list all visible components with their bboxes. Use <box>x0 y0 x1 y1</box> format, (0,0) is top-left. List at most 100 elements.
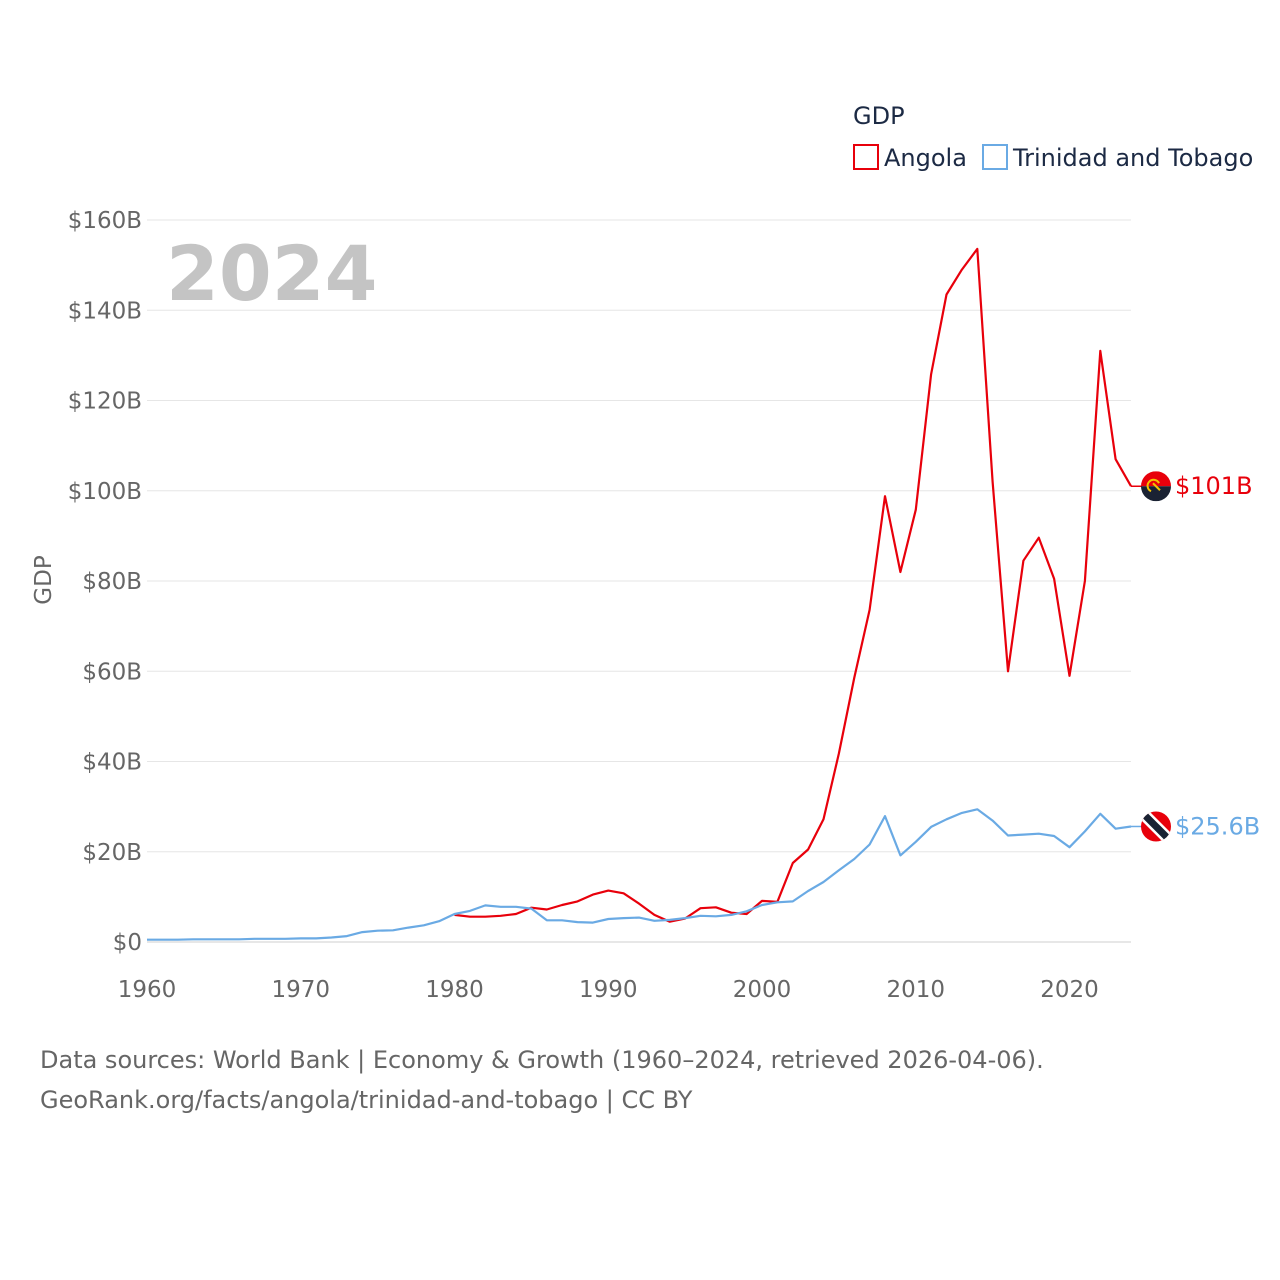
x-tick-label-2010: 2010 <box>886 977 945 1003</box>
point-angola-1993 <box>652 913 656 917</box>
y-tick-label-160b: $160B <box>68 208 142 234</box>
legend-swatch-trinidad-and-tobago <box>982 144 1008 170</box>
point-trinidad-and-tobago-2019 <box>1052 834 1056 838</box>
gdp-line-chart: GDP Angola Trinidad and Tobago $0 $20B $40… <box>31 102 1260 1003</box>
legend-swatch-angola <box>853 144 879 170</box>
point-trinidad-and-tobago-2001 <box>775 900 779 904</box>
point-trinidad-and-tobago-2017 <box>1021 833 1025 837</box>
point-angola-1988 <box>576 899 580 903</box>
point-trinidad-and-tobago-1985 <box>529 907 533 911</box>
point-trinidad-and-tobago-1966 <box>237 937 241 941</box>
y-tick-label-40b: $40B <box>82 750 142 776</box>
x-tick-label-1990: 1990 <box>579 977 638 1003</box>
point-trinidad-and-tobago-2004 <box>822 880 826 884</box>
point-trinidad-and-tobago-1971 <box>314 936 318 940</box>
x-axis-ticks: 1960 1970 1980 1990 2000 2010 2020 <box>118 977 1099 1003</box>
point-angola-2015 <box>991 480 995 484</box>
footer-sources: Data sources: World Bank | Economy & Gro… <box>40 1046 1044 1074</box>
point-angola-1991 <box>622 891 626 895</box>
point-angola-1990 <box>606 889 610 893</box>
y-axis-ticks: $0 $20B $40B $60B $80B $100B $120B $140B $160B <box>68 208 142 956</box>
point-angola-2016 <box>1006 669 1010 673</box>
y-tick-label-20b: $20B <box>82 840 142 866</box>
point-angola-2003 <box>806 847 810 851</box>
y-tick-label-100b: $100B <box>68 479 142 505</box>
series-line-trinidad-and-tobago <box>147 808 1132 941</box>
point-trinidad-and-tobago-2021 <box>1083 829 1087 833</box>
gridlines <box>147 219 1131 943</box>
point-trinidad-and-tobago-1976 <box>391 928 395 932</box>
point-trinidad-and-tobago-1970 <box>299 936 303 940</box>
legend-item-trinidad-and-tobago[interactable]: Trinidad and Tobago <box>982 144 1253 172</box>
point-trinidad-and-tobago-1995 <box>683 916 687 920</box>
point-trinidad-and-tobago-1967 <box>253 937 257 941</box>
point-trinidad-and-tobago-1992 <box>637 916 641 920</box>
y-tick-label-60b: $60B <box>82 659 142 685</box>
point-trinidad-and-tobago-1986 <box>545 918 549 922</box>
footer-attribution[interactable]: GeoRank.org/facts/angola/trinidad-and-to… <box>40 1086 693 1114</box>
point-angola-2000 <box>760 899 764 903</box>
point-trinidad-and-tobago-1961 <box>160 938 164 942</box>
y-tick-label-120b: $120B <box>68 389 142 415</box>
point-angola-1983 <box>499 914 503 918</box>
point-trinidad-and-tobago-1962 <box>176 938 180 942</box>
point-angola-2006 <box>852 676 856 680</box>
point-trinidad-and-tobago-2011 <box>929 825 933 829</box>
point-trinidad-and-tobago-1972 <box>330 935 334 939</box>
point-trinidad-and-tobago-2003 <box>806 889 810 893</box>
point-trinidad-and-tobago-2013 <box>960 811 964 815</box>
end-value-label-trinidad-and-tobago: $25.6B <box>1175 812 1260 840</box>
point-angola-2022 <box>1098 349 1102 353</box>
point-trinidad-and-tobago-1990 <box>606 917 610 921</box>
point-trinidad-and-tobago-2018 <box>1037 832 1041 836</box>
y-axis-title: GDP <box>31 555 57 605</box>
point-trinidad-and-tobago-2014 <box>975 807 979 811</box>
y-tick-label-0: $0 <box>113 930 142 956</box>
point-trinidad-and-tobago-2009 <box>898 853 902 857</box>
point-trinidad-and-tobago-2022 <box>1098 812 1102 816</box>
point-trinidad-and-tobago-2002 <box>791 899 795 903</box>
legend-label-trinidad-and-tobago: Trinidad and Tobago <box>1012 144 1253 172</box>
point-angola-2020 <box>1068 674 1072 678</box>
point-trinidad-and-tobago-2023 <box>1114 827 1118 831</box>
point-angola-1989 <box>591 893 595 897</box>
end-value-label-angola: $101B <box>1175 472 1253 500</box>
point-trinidad-and-tobago-1982 <box>483 903 487 907</box>
point-trinidad-and-tobago-1994 <box>668 918 672 922</box>
point-trinidad-and-tobago-2005 <box>837 868 841 872</box>
point-angola-1992 <box>637 902 641 906</box>
point-trinidad-and-tobago-1964 <box>207 937 211 941</box>
point-trinidad-and-tobago-1979 <box>437 919 441 923</box>
point-angola-1984 <box>514 912 518 916</box>
point-trinidad-and-tobago-1965 <box>222 937 226 941</box>
point-angola-2010 <box>914 508 918 512</box>
point-trinidad-and-tobago-2020 <box>1068 845 1072 849</box>
point-angola-2018 <box>1037 536 1041 540</box>
point-angola-2012 <box>945 292 949 296</box>
x-tick-label-1970: 1970 <box>271 977 330 1003</box>
point-trinidad-and-tobago-1997 <box>714 914 718 918</box>
point-trinidad-and-tobago-1999 <box>745 909 749 913</box>
x-tick-label-1980: 1980 <box>425 977 484 1003</box>
point-angola-2007 <box>868 608 872 612</box>
point-trinidad-and-tobago-2016 <box>1006 834 1010 838</box>
point-trinidad-and-tobago-2008 <box>883 814 887 818</box>
series-end-markers: $101B $25.6B <box>1131 471 1260 842</box>
point-trinidad-and-tobago-1960 <box>145 938 149 942</box>
y-tick-label-140b: $140B <box>68 298 142 324</box>
point-trinidad-and-tobago-2012 <box>945 817 949 821</box>
point-angola-2008 <box>883 494 887 498</box>
point-trinidad-and-tobago-1988 <box>576 920 580 924</box>
point-angola-2019 <box>1052 577 1056 581</box>
y-tick-label-80b: $80B <box>82 569 142 595</box>
point-angola-1987 <box>560 903 564 907</box>
point-angola-1986 <box>545 908 549 912</box>
point-trinidad-and-tobago-2006 <box>852 857 856 861</box>
point-angola-2023 <box>1114 457 1118 461</box>
point-trinidad-and-tobago-2000 <box>760 903 764 907</box>
legend-title: GDP <box>853 102 905 130</box>
footer: Data sources: World Bank | Economy & Gro… <box>40 1040 1044 1120</box>
trinidad-flag-icon <box>1141 811 1171 842</box>
point-trinidad-and-tobago-2015 <box>991 819 995 823</box>
legend-item-angola[interactable]: Angola <box>853 144 967 172</box>
